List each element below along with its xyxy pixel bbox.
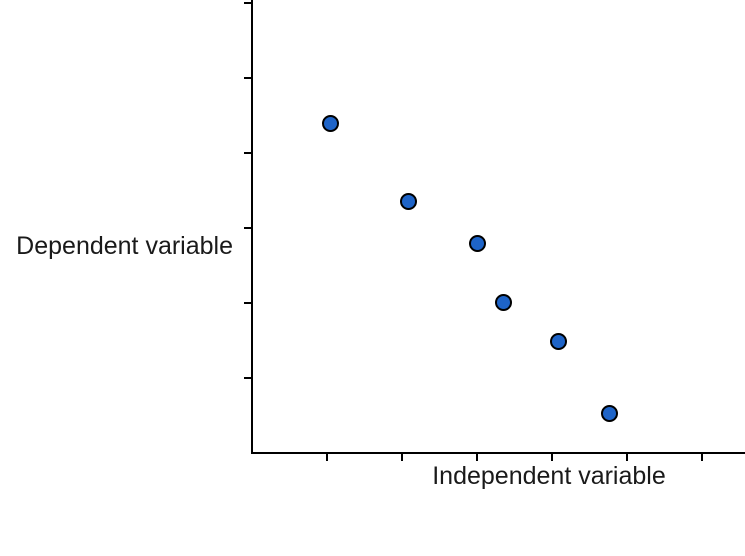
x-axis-label: Independent variable (432, 462, 666, 490)
data-point (549, 332, 567, 350)
data-point (400, 192, 418, 210)
data-point (600, 404, 618, 422)
data-point (494, 293, 512, 311)
x-axis-tick (551, 454, 553, 461)
y-axis-tick (244, 77, 251, 79)
x-axis-tick (476, 454, 478, 461)
data-point (321, 115, 339, 133)
y-axis-label: Dependent variable (16, 232, 233, 260)
x-axis-tick (626, 454, 628, 461)
x-axis-tick (701, 454, 703, 461)
x-axis-line (251, 452, 745, 454)
y-axis-line (251, 0, 253, 454)
y-axis-tick (244, 377, 251, 379)
y-axis-tick (244, 2, 251, 4)
data-point (468, 235, 486, 253)
y-axis-tick (244, 302, 251, 304)
y-axis-tick (244, 152, 251, 154)
x-axis-tick (326, 454, 328, 461)
x-axis-tick (401, 454, 403, 461)
y-axis-tick (244, 227, 251, 229)
